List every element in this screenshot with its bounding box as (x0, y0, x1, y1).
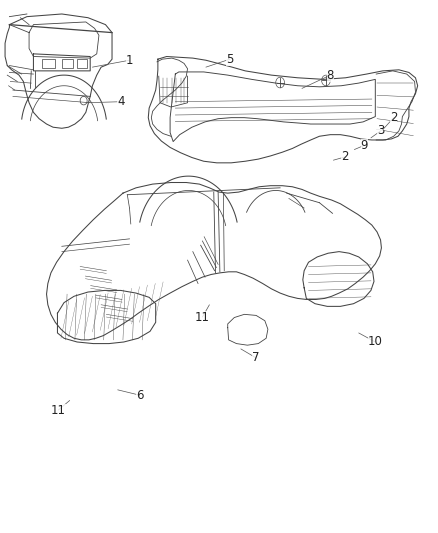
Text: 8: 8 (327, 69, 334, 82)
Text: 6: 6 (136, 389, 143, 402)
Text: 7: 7 (252, 351, 260, 365)
Text: 10: 10 (368, 335, 383, 349)
Text: 11: 11 (51, 403, 66, 416)
Bar (62, 59, 73, 68)
Text: 11: 11 (195, 311, 210, 324)
Text: 2: 2 (341, 150, 349, 164)
Bar (42, 59, 55, 68)
Text: 9: 9 (360, 139, 368, 152)
Text: 5: 5 (226, 53, 233, 66)
Text: 2: 2 (390, 111, 397, 124)
Text: 3: 3 (377, 124, 384, 138)
Text: 4: 4 (117, 95, 124, 108)
Text: 1: 1 (126, 54, 133, 67)
Bar (77, 59, 87, 68)
